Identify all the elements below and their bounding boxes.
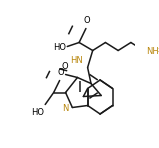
Text: O: O: [83, 16, 90, 25]
Text: N: N: [62, 104, 68, 113]
Text: O: O: [61, 62, 68, 70]
Text: HN: HN: [71, 56, 83, 65]
Text: NH: NH: [146, 47, 159, 56]
Text: HO: HO: [53, 43, 66, 52]
Text: 2: 2: [157, 48, 159, 53]
Text: HO: HO: [31, 107, 44, 116]
Text: O: O: [57, 67, 64, 77]
